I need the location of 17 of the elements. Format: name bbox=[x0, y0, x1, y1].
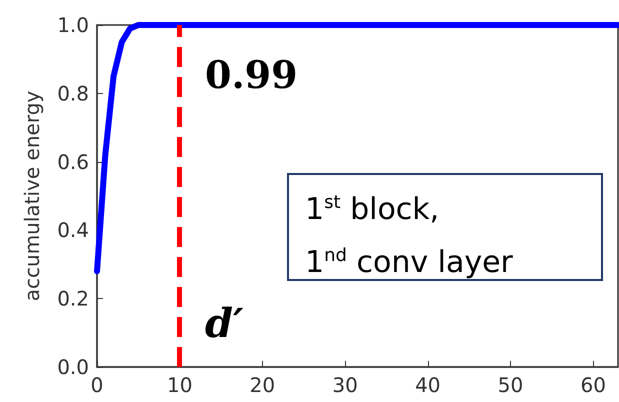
x-tick-label: 60 bbox=[580, 373, 606, 397]
x-tick-label: 50 bbox=[498, 373, 524, 397]
y-tick-label: 0.0 bbox=[57, 355, 89, 379]
x-tick-label: 40 bbox=[415, 373, 441, 397]
annotation: 1$^{st}$ block, 1$^{nd}$ conv layer bbox=[305, 191, 513, 282]
y-axis-title: accumulative energy bbox=[20, 90, 44, 302]
annotation: d′ bbox=[205, 300, 244, 347]
x-tick-label: 0 bbox=[90, 373, 104, 397]
y-tick-label: 0.6 bbox=[57, 150, 89, 174]
x-tick-label: 20 bbox=[250, 373, 276, 397]
x-tick-label: 10 bbox=[166, 373, 192, 397]
y-tick-label: 1.0 bbox=[57, 13, 89, 37]
x-tick-label: 30 bbox=[332, 373, 358, 397]
y-tick-label: 0.8 bbox=[57, 81, 89, 106]
y-tick-label: 0.2 bbox=[57, 286, 89, 311]
annotation: 0.99 bbox=[205, 52, 298, 97]
y-tick-label: 0.4 bbox=[57, 218, 89, 242]
